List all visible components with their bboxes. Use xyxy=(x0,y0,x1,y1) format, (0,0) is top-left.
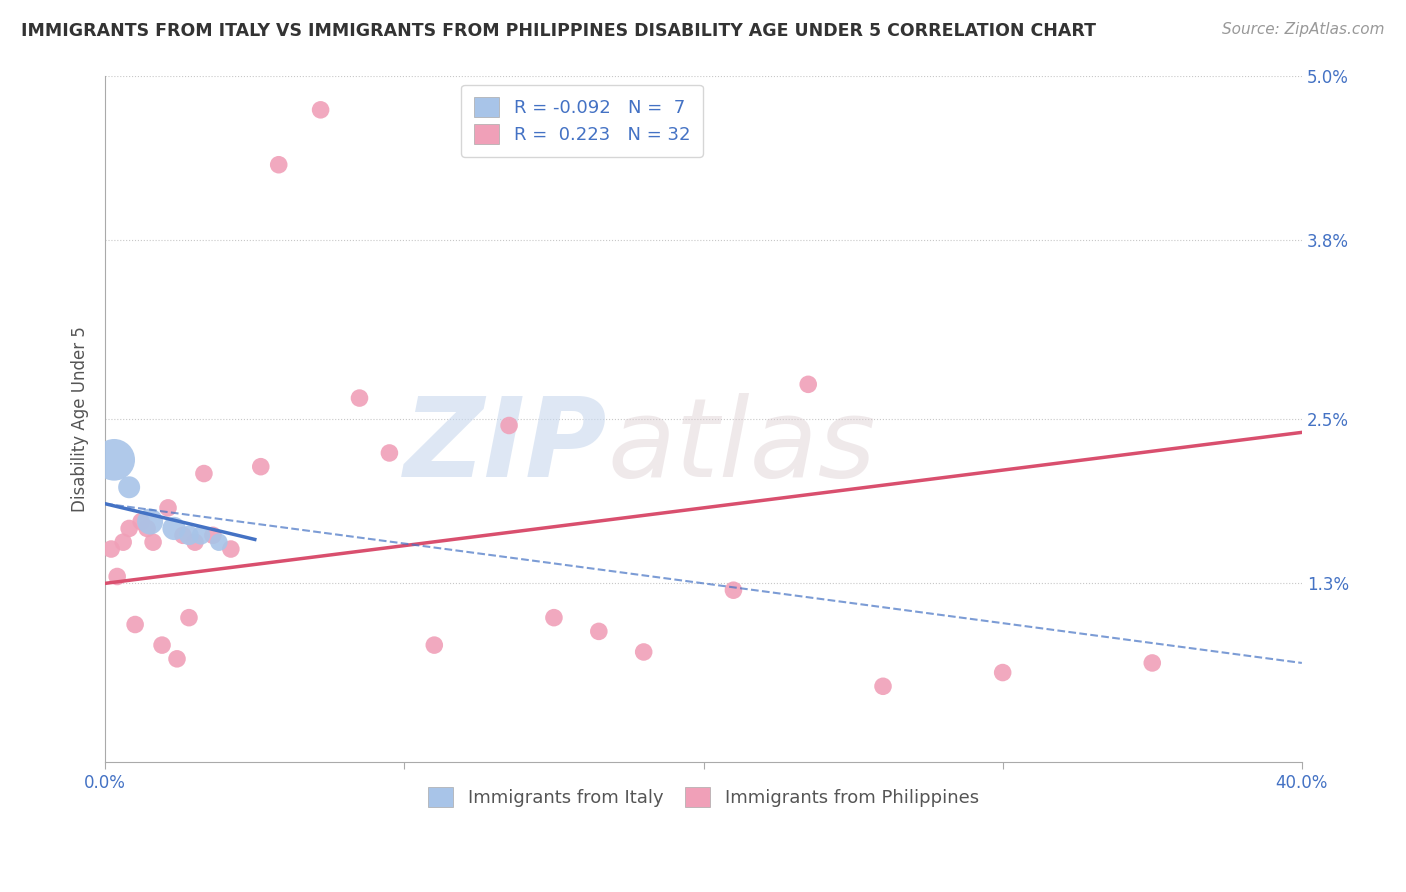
Point xyxy=(1142,656,1164,670)
Point xyxy=(177,610,200,624)
Point xyxy=(166,652,188,666)
Point xyxy=(190,528,212,542)
Point xyxy=(129,515,152,529)
Point xyxy=(118,521,141,535)
Point xyxy=(219,542,242,557)
Point xyxy=(100,542,122,557)
Point xyxy=(991,665,1014,680)
Y-axis label: Disability Age Under 5: Disability Age Under 5 xyxy=(72,326,89,512)
Point xyxy=(498,418,520,433)
Point xyxy=(633,645,655,659)
Point xyxy=(177,528,200,542)
Point xyxy=(184,535,207,549)
Point xyxy=(208,535,231,549)
Point xyxy=(150,638,173,652)
Point xyxy=(872,679,894,693)
Point xyxy=(193,467,215,481)
Point xyxy=(249,459,271,474)
Point xyxy=(423,638,446,652)
Point xyxy=(797,377,820,392)
Point xyxy=(139,515,162,529)
Point xyxy=(172,528,194,542)
Point xyxy=(723,583,745,598)
Text: Source: ZipAtlas.com: Source: ZipAtlas.com xyxy=(1222,22,1385,37)
Point xyxy=(124,617,146,632)
Point xyxy=(112,535,135,549)
Point xyxy=(103,452,125,467)
Text: atlas: atlas xyxy=(607,392,876,500)
Point xyxy=(142,535,165,549)
Point xyxy=(267,158,290,172)
Point xyxy=(136,521,159,535)
Text: IMMIGRANTS FROM ITALY VS IMMIGRANTS FROM PHILIPPINES DISABILITY AGE UNDER 5 CORR: IMMIGRANTS FROM ITALY VS IMMIGRANTS FROM… xyxy=(21,22,1097,40)
Legend: Immigrants from Italy, Immigrants from Philippines: Immigrants from Italy, Immigrants from P… xyxy=(420,780,986,814)
Point xyxy=(105,569,128,583)
Point xyxy=(543,610,565,624)
Point xyxy=(118,480,141,494)
Point xyxy=(349,391,371,405)
Point xyxy=(157,500,180,515)
Point xyxy=(163,521,186,535)
Point xyxy=(309,103,332,117)
Text: ZIP: ZIP xyxy=(405,392,607,500)
Point xyxy=(588,624,610,639)
Point xyxy=(201,528,224,542)
Point xyxy=(378,446,401,460)
